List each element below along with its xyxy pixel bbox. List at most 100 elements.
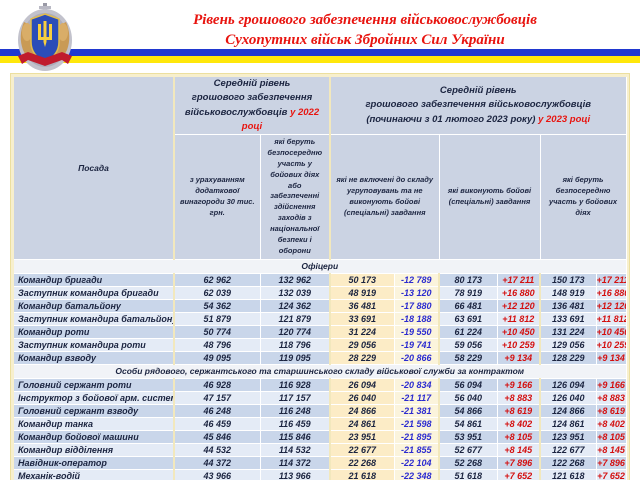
- value-2022-bonus: 46 928: [174, 378, 261, 392]
- value-2023-noncombat: 31 224: [330, 325, 395, 339]
- value-2023-tasks: 53 951: [439, 430, 498, 444]
- delta-2023-combat: +9 166: [596, 378, 627, 392]
- value-2022-bonus: 47 157: [174, 391, 261, 405]
- value-2022-combat: 132 962: [260, 273, 331, 287]
- delta-2023-tasks: +10 450: [497, 325, 541, 339]
- value-2023-combat: 121 618: [540, 469, 597, 480]
- delta-2023-combat: +8 883: [596, 391, 627, 405]
- delta-2023-combat: +12 120: [596, 299, 627, 313]
- value-2023-tasks: 52 677: [439, 443, 498, 457]
- value-2023-combat: 122 677: [540, 443, 597, 457]
- value-2022-bonus: 49 095: [174, 351, 261, 365]
- delta-2023-tasks: +8 145: [497, 443, 541, 457]
- ukraine-flag-stripe: [0, 49, 640, 63]
- section-title: Офіцери: [14, 259, 627, 274]
- section-header-row: Особи рядового, сержантського та старшин…: [14, 364, 627, 379]
- value-2022-combat: 116 459: [260, 417, 331, 431]
- delta-2023-noncombat: -17 880: [394, 299, 440, 313]
- table-row: Командир роти 50 774 120 774 31 224 -19 550 6…: [14, 325, 627, 339]
- delta-2023-tasks: +8 883: [497, 391, 541, 405]
- delta-2023-combat: +8 145: [596, 443, 627, 457]
- table-row: Заступник командира бригади 62 039 132 039…: [14, 286, 627, 300]
- title-line-1: Рівень грошового забезпечення військовос…: [193, 12, 537, 28]
- value-2023-combat: 123 951: [540, 430, 597, 444]
- value-2023-combat: 150 173: [540, 273, 597, 287]
- value-2022-bonus: 46 459: [174, 417, 261, 431]
- posada-cell: Головний сержант взводу: [14, 404, 175, 418]
- posada-cell: Командир роти: [14, 325, 175, 339]
- delta-2023-combat: +10 450: [596, 325, 627, 339]
- pay-table-wrapper: Посада Середній рівень грошового забезпе…: [10, 73, 630, 480]
- delta-2023-combat: +9 134: [596, 351, 627, 365]
- value-2023-tasks: 54 866: [439, 404, 498, 418]
- delta-2023-tasks: +7 896: [497, 456, 541, 470]
- value-2023-tasks: 51 618: [439, 469, 498, 480]
- value-2023-tasks: 56 040: [439, 391, 498, 405]
- posada-cell: Заступник командира батальйону: [14, 312, 175, 326]
- value-2022-combat: 132 039: [260, 286, 331, 300]
- posada-cell: Інструктор з бойової арм. системи: [14, 391, 175, 405]
- value-2023-tasks: 52 268: [439, 456, 498, 470]
- value-2023-combat: 122 268: [540, 456, 597, 470]
- value-2022-combat: 121 879: [260, 312, 331, 326]
- posada-cell: Заступник командира бригади: [14, 286, 175, 300]
- delta-2023-tasks: +11 812: [497, 312, 541, 326]
- delta-2023-noncombat: -19 741: [394, 338, 440, 352]
- delta-2023-noncombat: -20 834: [394, 378, 440, 392]
- group-2022-title: Середній рівень грошового забезпечення в…: [184, 78, 313, 118]
- delta-2023-noncombat: -21 381: [394, 404, 440, 418]
- table-row: Командир батальйону 54 362 124 362 36 481 -1…: [14, 299, 627, 313]
- value-2023-tasks: 59 056: [439, 338, 498, 352]
- delta-2023-tasks: +10 259: [497, 338, 541, 352]
- value-2023-noncombat: 22 677: [330, 443, 395, 457]
- table-row: Командир бойової машини 45 846 115 846 23 9…: [14, 430, 627, 444]
- group-2022-year: у 2022 році: [241, 106, 320, 132]
- table-row: Командир відділення 44 532 114 532 22 677 -2…: [14, 443, 627, 457]
- value-2023-noncombat: 26 040: [330, 391, 395, 405]
- delta-2023-combat: +8 402: [596, 417, 627, 431]
- value-2022-combat: 114 532: [260, 443, 331, 457]
- delta-2023-combat: +16 880: [596, 286, 627, 300]
- value-2022-combat: 118 796: [260, 338, 331, 352]
- table-row: Командир танка 46 459 116 459 24 861 -21 598…: [14, 417, 627, 431]
- delta-2023-combat: +8 105: [596, 430, 627, 444]
- delta-2023-noncombat: -21 117: [394, 391, 440, 405]
- value-2022-bonus: 54 362: [174, 299, 261, 313]
- value-2023-combat: 131 224: [540, 325, 597, 339]
- posada-cell: Командир бригади: [14, 273, 175, 287]
- value-2023-tasks: 58 229: [439, 351, 498, 365]
- value-2022-bonus: 45 846: [174, 430, 261, 444]
- posada-cell: Командир взводу: [14, 351, 175, 365]
- value-2022-bonus: 51 879: [174, 312, 261, 326]
- delta-2023-noncombat: -18 188: [394, 312, 440, 326]
- delta-2023-combat: +7 652: [596, 469, 627, 480]
- value-2022-bonus: 62 039: [174, 286, 261, 300]
- posada-cell: Командир батальйону: [14, 299, 175, 313]
- delta-2023-noncombat: -13 120: [394, 286, 440, 300]
- value-2023-noncombat: 22 268: [330, 456, 395, 470]
- value-2023-tasks: 66 481: [439, 299, 498, 313]
- header-banner: Рівень грошового забезпечення військовос…: [0, 0, 640, 71]
- value-2023-tasks: 78 919: [439, 286, 498, 300]
- sub-header-row: з урахуванням додаткової винагороди 30 т…: [14, 134, 627, 260]
- table-row: Головний сержант роти 46 928 116 928 26 094…: [14, 378, 627, 392]
- value-2022-bonus: 46 248: [174, 404, 261, 418]
- value-2023-tasks: 61 224: [439, 325, 498, 339]
- sub-header-2022-bonus: з урахуванням додаткової винагороди 30 т…: [174, 134, 261, 260]
- delta-2023-tasks: +16 880: [497, 286, 541, 300]
- pay-table: Посада Середній рівень грошового забезпе…: [14, 77, 627, 480]
- delta-2023-combat: +10 259: [596, 338, 627, 352]
- value-2022-combat: 116 928: [260, 378, 331, 392]
- delta-2023-combat: +11 812: [596, 312, 627, 326]
- delta-2023-tasks: +9 134: [497, 351, 541, 365]
- posada-cell: Командир відділення: [14, 443, 175, 457]
- posada-column-header: Посада: [14, 77, 175, 260]
- value-2023-noncombat: 33 691: [330, 312, 395, 326]
- value-2023-noncombat: 24 866: [330, 404, 395, 418]
- posada-cell: Командир бойової машини: [14, 430, 175, 444]
- value-2022-combat: 119 095: [260, 351, 331, 365]
- posada-cell: Командир танка: [14, 417, 175, 431]
- value-2023-tasks: 56 094: [439, 378, 498, 392]
- delta-2023-noncombat: -12 789: [394, 273, 440, 287]
- delta-2023-noncombat: -22 104: [394, 456, 440, 470]
